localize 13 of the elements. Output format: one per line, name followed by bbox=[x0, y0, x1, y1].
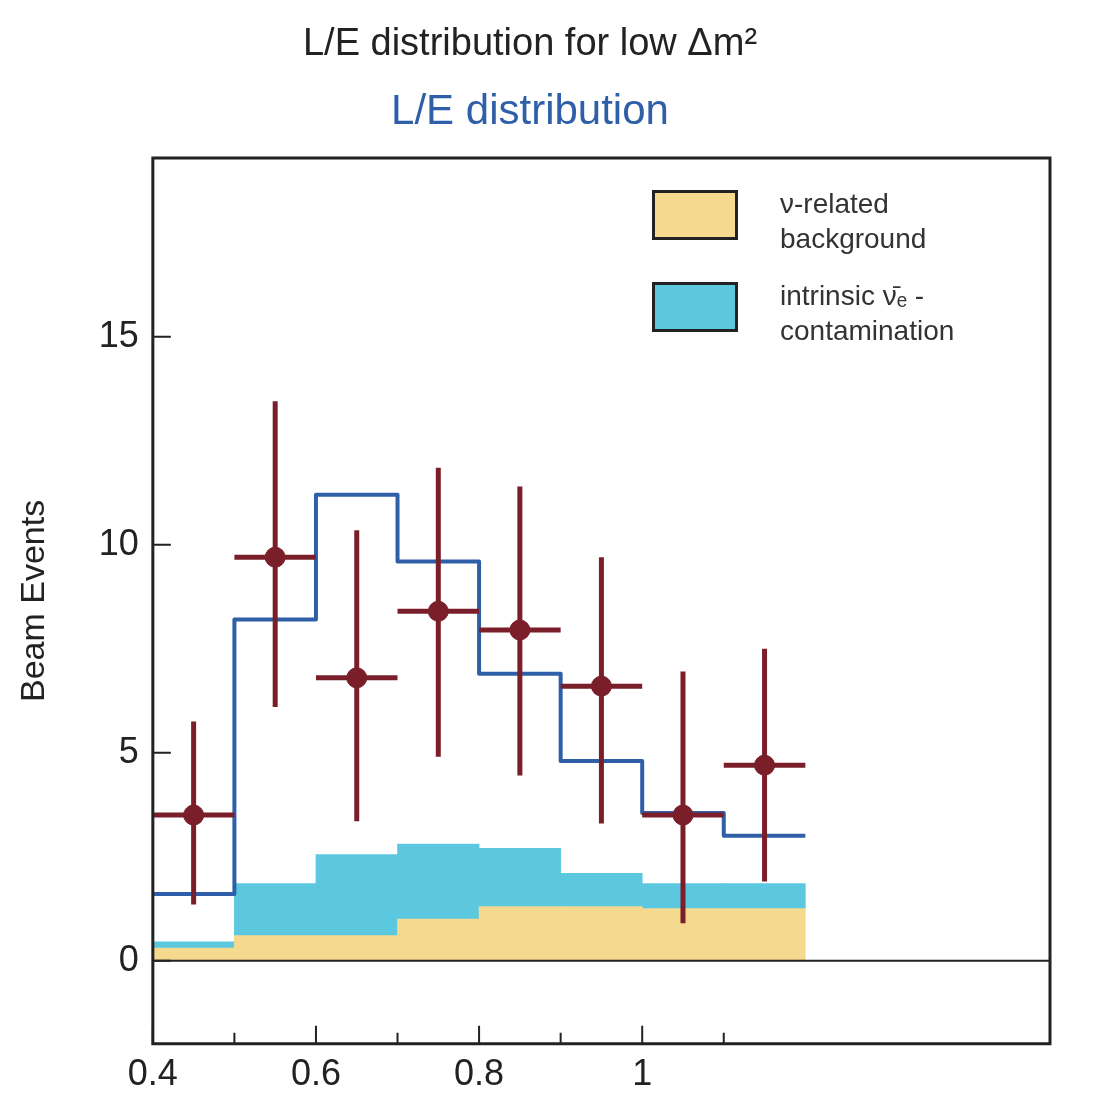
y-axis-title: Beam Events bbox=[12, 499, 51, 703]
y-tick-label: 0 bbox=[118, 937, 139, 979]
legend-label: ν-related background bbox=[780, 187, 928, 256]
x-tick-label: 0.8 bbox=[454, 1052, 505, 1094]
y-tick-label: 10 bbox=[98, 521, 139, 563]
y-tick-label: 5 bbox=[118, 729, 139, 771]
x-tick-label: 0.6 bbox=[290, 1052, 341, 1094]
y-tick-label: 15 bbox=[98, 313, 139, 355]
x-tick-label: 0.4 bbox=[127, 1052, 178, 1094]
x-tick-label: 1 bbox=[632, 1052, 653, 1094]
legend-label: intrinsic ν̄ₑ - contamination bbox=[780, 279, 956, 348]
chart-subtitle: L/E distribution bbox=[391, 86, 669, 134]
chart-title: L/E distribution for low Δm² bbox=[302, 21, 758, 64]
